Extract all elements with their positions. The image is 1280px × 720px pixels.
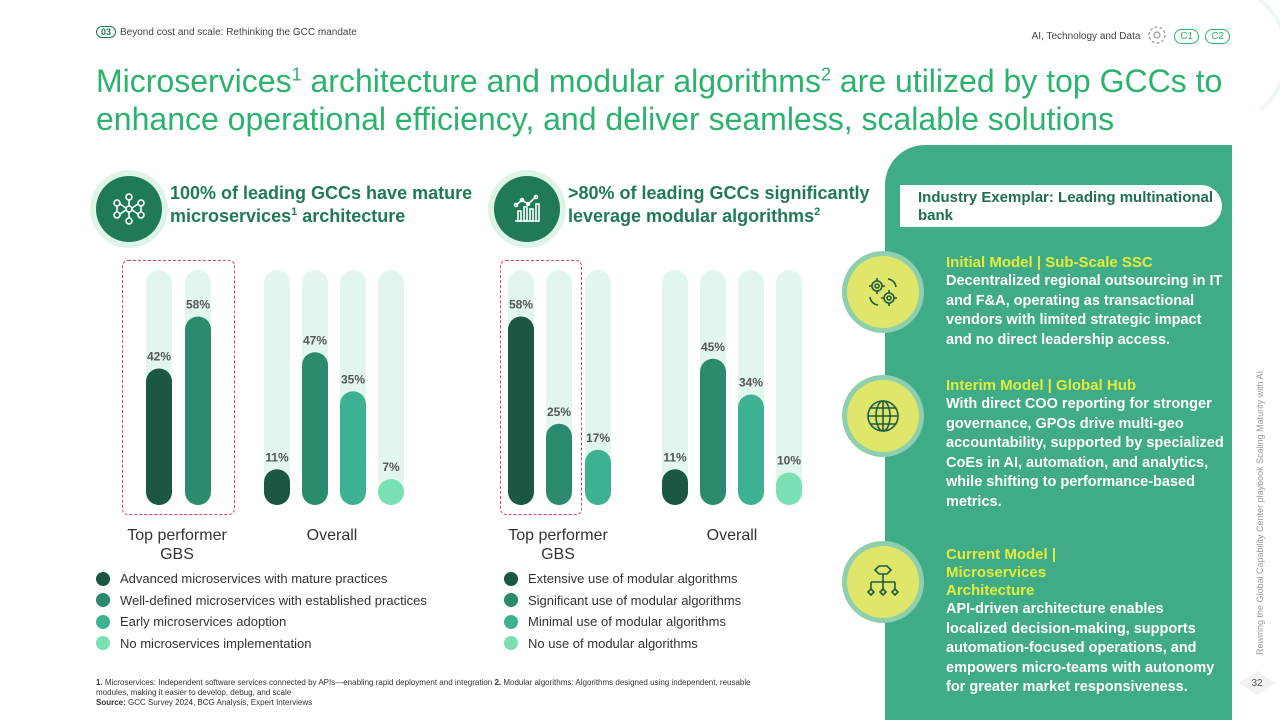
- legend-item: No use of modular algorithms: [504, 633, 864, 655]
- bar: [508, 316, 534, 505]
- data-label: 7%: [382, 460, 400, 474]
- model-title: Initial Model | Sub-Scale SSC: [946, 254, 1153, 271]
- model-current: Current Model | Microservices Architectu…: [946, 546, 1226, 698]
- model-body: With direct COO reporting for stronger g…: [946, 396, 1224, 510]
- data-label: 45%: [701, 340, 725, 354]
- bar: [302, 352, 328, 505]
- bar: [738, 394, 764, 505]
- bar: [546, 423, 572, 505]
- bar: [378, 479, 404, 505]
- model-body: API-driven architecture enables localize…: [946, 601, 1215, 695]
- data-label: 25%: [547, 405, 571, 419]
- bar: [185, 316, 211, 505]
- group-label-overall-left: Overall: [306, 527, 358, 544]
- tab-c1[interactable]: C1: [1174, 29, 1200, 44]
- legend-item: Minimal use of modular algorithms: [504, 611, 864, 633]
- page-number: 32: [1237, 670, 1277, 696]
- highlight-box-top-performer-left: [122, 260, 235, 515]
- legend-item: Extensive use of modular algorithms: [504, 568, 864, 590]
- bar: [776, 472, 802, 505]
- network-nodes-icon: [96, 176, 162, 242]
- model-initial: Initial Model | Sub-Scale SSC Decentrali…: [946, 254, 1226, 350]
- exemplar-header: Industry Exemplar: Leading multinational…: [900, 185, 1222, 227]
- legend-item: Significant use of modular algorithms: [504, 590, 864, 612]
- left-header-text: 100% of leading GCCs have mature microse…: [170, 183, 473, 226]
- highlight-box-top-performer-mid: [500, 260, 582, 515]
- mid-header-text: >80% of leading GCCs significantly lever…: [568, 183, 870, 226]
- data-label: 35%: [341, 372, 365, 386]
- page-title: Microservices1 architecture and modular …: [96, 63, 1223, 137]
- side-caption: Rewiring the Global Capability Center pl…: [1255, 370, 1265, 655]
- breadcrumb: 03 Beyond cost and scale: Rethinking the…: [96, 26, 357, 38]
- section-label: AI, Technology and Data: [1031, 31, 1141, 42]
- decorative-arc: [1258, 0, 1280, 112]
- group-label-top-performer-left: Top performer GBS: [127, 527, 227, 563]
- data-label: 11%: [663, 450, 687, 464]
- legend-item: Advanced microservices with mature pract…: [96, 568, 486, 590]
- data-label: 58%: [509, 298, 533, 312]
- section-nav: AI, Technology and Data C1 C2: [1032, 24, 1230, 49]
- bar-track: [585, 270, 611, 505]
- model-title: Interim Model | Global Hub: [946, 377, 1137, 394]
- section-number: 03: [96, 26, 117, 38]
- legend-item: Well-defined microservices with establis…: [96, 590, 486, 612]
- gears-cycle-icon: [847, 256, 919, 328]
- bar: [662, 469, 688, 505]
- globe-icon: [847, 380, 919, 452]
- bar-track: [662, 270, 688, 505]
- footnote: 1. Microservices: Independent software s…: [96, 678, 751, 707]
- bar: [585, 449, 611, 505]
- model-body: Decentralized regional outsourcing in IT…: [946, 273, 1223, 348]
- bar-track: [776, 270, 802, 505]
- bar-track: [264, 270, 290, 505]
- group-label-top-performer-mid: Top performer GBS: [508, 527, 608, 563]
- tab-c2[interactable]: C2: [1205, 29, 1230, 44]
- legend-item: No microservices implementation: [96, 633, 486, 655]
- data-label: 47%: [303, 333, 327, 347]
- brain-circuit-icon: [1146, 24, 1168, 49]
- data-label: 58%: [186, 298, 210, 312]
- data-label: 17%: [586, 431, 610, 445]
- breadcrumb-text: Beyond cost and scale: Rethinking the GC…: [120, 26, 357, 38]
- data-label: 34%: [739, 376, 763, 390]
- bar: [700, 358, 726, 505]
- model-interim: Interim Model | Global Hub With direct C…: [946, 377, 1226, 512]
- bar-charts: 42% 58% 11% 47% 35% 7% 58% 25% 17% 11% 45% 34% 10%: [146, 270, 802, 505]
- data-label: 42%: [147, 350, 171, 364]
- bar: [146, 368, 172, 505]
- exemplar-panel: [885, 145, 1232, 720]
- data-label: 11%: [265, 450, 289, 464]
- bar: [340, 391, 366, 505]
- legend-modular-algorithms: Extensive use of modular algorithms Sign…: [504, 568, 864, 654]
- group-label-overall-mid: Overall: [706, 527, 758, 544]
- legend-item: Early microservices adoption: [96, 611, 486, 633]
- hierarchy-icon: [847, 546, 919, 618]
- bar-track: [378, 270, 404, 505]
- legend-microservices: Advanced microservices with mature pract…: [96, 568, 486, 654]
- model-title: Current Model | Microservices Architectu…: [946, 546, 1057, 599]
- data-label: 10%: [777, 454, 801, 468]
- bar-chart-trend-icon: [494, 176, 560, 242]
- bar: [264, 469, 290, 505]
